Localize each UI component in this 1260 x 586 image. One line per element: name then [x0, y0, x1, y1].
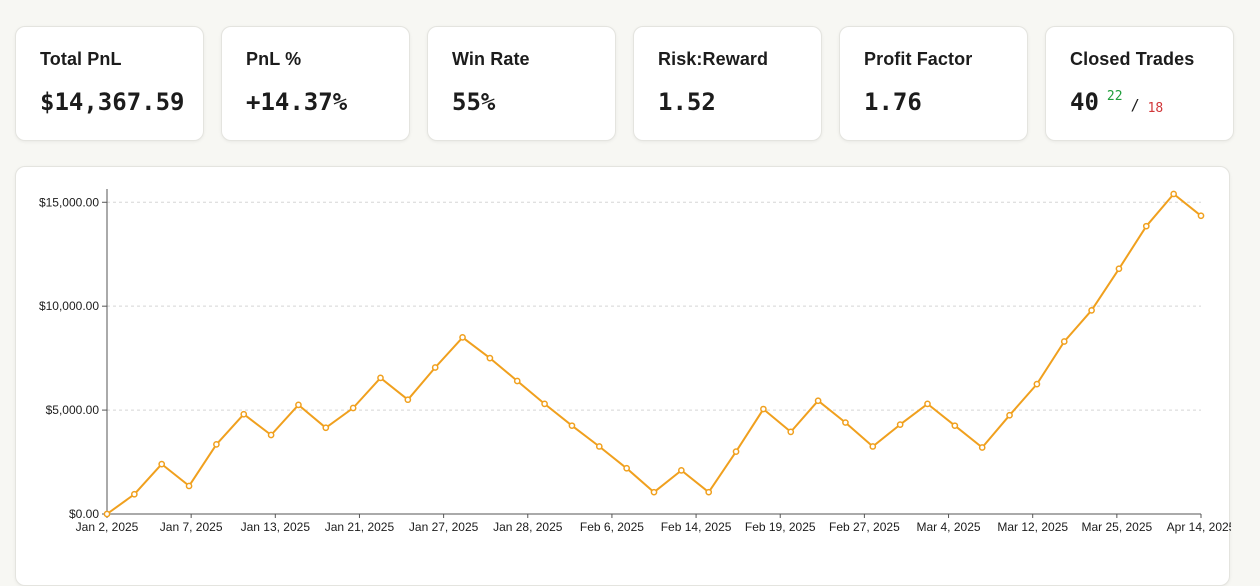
- equity-data-point: [322, 424, 330, 432]
- equity-data-point: [1088, 306, 1095, 314]
- equity-data-point: [267, 431, 275, 439]
- x-tick-label: Mar 12, 2025: [997, 520, 1068, 534]
- equity-data-point: [404, 396, 412, 404]
- y-tick-label: $10,000.00: [39, 299, 99, 313]
- x-tick-label: Jan 7, 2025: [160, 520, 223, 534]
- equity-data-point: [1006, 411, 1013, 419]
- equity-data-point: [924, 400, 931, 408]
- equity-data-point: [787, 428, 795, 436]
- equity-data-point: [1060, 338, 1068, 345]
- equity-data-point: [349, 404, 357, 412]
- profit-factor-card: Profit Factor 1.76: [839, 26, 1028, 141]
- x-tick-label: Feb 19, 2025: [745, 520, 816, 534]
- win-rate-label: Win Rate: [452, 49, 530, 69]
- equity-data-point: [1197, 212, 1205, 220]
- x-tick-label: Feb 27, 2025: [829, 520, 900, 534]
- closed-trades-total: 40: [1070, 88, 1099, 116]
- equity-data-point: [978, 444, 986, 451]
- winning-trades-count: 22: [1106, 89, 1123, 104]
- x-tick-label: Jan 13, 2025: [241, 520, 311, 534]
- y-tick-label: $0.00: [69, 507, 99, 521]
- equity-data-point: [1142, 222, 1150, 230]
- x-tick-label: Jan 21, 2025: [325, 520, 395, 534]
- x-tick-label: Feb 6, 2025: [580, 520, 644, 534]
- x-tick-label: Mar 25, 2025: [1081, 520, 1152, 534]
- risk-reward-card: Risk:Reward 1.52: [633, 26, 822, 141]
- x-tick-label: Jan 28, 2025: [493, 520, 563, 534]
- y-tick-label: $15,000.00: [39, 195, 99, 209]
- equity-data-point: [951, 422, 959, 430]
- equity-data-point: [568, 422, 576, 430]
- equity-data-point: [295, 401, 302, 409]
- equity-chart-card: $0.00 $5,000.00 $10,000.00 $15,000.00 Jan 2,…: [15, 166, 1231, 586]
- equity-data-point: [103, 510, 111, 518]
- x-tick-label: Jan 2, 2025: [76, 520, 139, 534]
- equity-data-point: [650, 488, 658, 496]
- equity-data-point: [623, 464, 631, 472]
- equity-data-point: [158, 460, 166, 468]
- equity-data-point: [814, 397, 822, 405]
- equity-data-point: [459, 334, 466, 341]
- equity-data-point: [732, 448, 740, 456]
- risk-reward-label: Risk:Reward: [658, 49, 769, 69]
- equity-data-point: [513, 377, 521, 385]
- equity-data-point: [760, 405, 767, 413]
- equity-data-point: [869, 443, 877, 450]
- total-pnl-value: $14,367.59: [40, 88, 185, 116]
- total-pnl-card: Total PnL $14,367.59: [15, 26, 204, 141]
- equity-data-point: [185, 482, 193, 490]
- equity-data-point: [431, 364, 439, 371]
- equity-data-point: [131, 490, 138, 498]
- equity-data-point: [1033, 380, 1041, 388]
- equity-data-point: [213, 441, 220, 448]
- equity-line-chart: $0.00 $5,000.00 $10,000.00 $15,000.00 Jan 2,…: [39, 189, 1231, 534]
- y-tick-label: $5,000.00: [46, 403, 100, 417]
- closed-trades-card: Closed Trades 40 22 / 18: [1045, 26, 1234, 141]
- equity-data-point: [896, 421, 904, 428]
- equity-data-point: [486, 354, 494, 362]
- closed-trades-label: Closed Trades: [1070, 49, 1195, 69]
- win-rate-card: Win Rate 55%: [427, 26, 616, 141]
- equity-data-point: [678, 467, 685, 474]
- equity-series-line: [106, 193, 1202, 515]
- equity-data-point: [240, 410, 248, 418]
- pnl-percent-value: +14.37%: [246, 88, 348, 116]
- x-tick-label: Feb 14, 2025: [661, 520, 732, 534]
- losing-trades-count: 18: [1147, 101, 1164, 116]
- stat-cards: Total PnL $14,367.59 PnL % +14.37% Win R…: [15, 26, 1234, 141]
- trades-separator: /: [1130, 96, 1140, 114]
- closed-trades-row: 40 22 / 18: [1070, 88, 1233, 116]
- equity-data-point: [705, 488, 713, 496]
- total-pnl-label: Total PnL: [40, 49, 122, 69]
- win-rate-value: 55%: [452, 88, 496, 116]
- equity-data-point: [541, 400, 548, 408]
- equity-data-point: [595, 443, 603, 450]
- pnl-percent-card: PnL % +14.37%: [221, 26, 410, 141]
- profit-factor-value: 1.76: [864, 88, 922, 116]
- risk-reward-value: 1.52: [658, 88, 716, 116]
- equity-data-point: [1115, 265, 1123, 273]
- x-tick-label: Jan 27, 2025: [409, 520, 479, 534]
- equity-data-point: [377, 374, 384, 382]
- x-tick-label: Apr 14, 2025: [1167, 520, 1231, 534]
- profit-factor-label: Profit Factor: [864, 49, 973, 69]
- equity-data-point: [1170, 190, 1178, 198]
- pnl-percent-label: PnL %: [246, 49, 302, 69]
- equity-data-point: [842, 419, 849, 426]
- x-tick-label: Mar 4, 2025: [917, 520, 981, 534]
